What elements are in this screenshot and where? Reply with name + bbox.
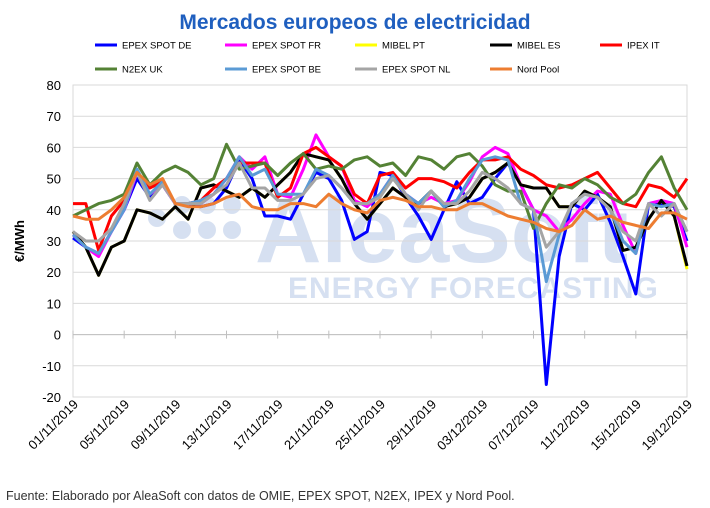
legend-item: Nord Pool: [490, 65, 559, 76]
legend-label: N2EX UK: [122, 65, 163, 76]
x-tick-label: 13/11/2019: [179, 397, 235, 453]
legend-item: EPEX SPOT NL: [355, 65, 450, 76]
y-tick-label: -20: [42, 390, 61, 405]
series-nord-pool: [72, 170, 688, 234]
watermark-tagline: ENERGY FORECASTING: [288, 272, 659, 305]
legend-label: EPEX SPOT BE: [252, 65, 321, 76]
x-tick-label: 11/12/2019: [537, 397, 593, 453]
y-tick-label: 10: [47, 296, 61, 311]
legend-item: N2EX UK: [95, 65, 163, 76]
legend-label: MIBEL PT: [382, 41, 425, 52]
legend-label: EPEX SPOT NL: [382, 65, 450, 76]
watermark-dot: [223, 221, 241, 239]
x-tick-label: 05/11/2019: [76, 397, 132, 453]
x-tick-label: 07/12/2019: [485, 397, 542, 454]
y-tick-label: 50: [47, 172, 61, 187]
legend-label: IPEX IT: [627, 41, 660, 52]
y-tick-label: 30: [47, 234, 61, 249]
x-tick-label: 29/11/2019: [383, 397, 439, 453]
chart-title: Mercados europeos de electricidad: [179, 11, 530, 34]
y-tick-label: 20: [47, 265, 61, 280]
x-tick-label: 15/12/2019: [587, 397, 644, 454]
legend-label: EPEX SPOT DE: [122, 41, 192, 52]
y-tick-label: 60: [47, 140, 61, 155]
legend-label: EPEX SPOT FR: [252, 41, 321, 52]
legend-item: IPEX IT: [600, 41, 660, 52]
legend-label: MIBEL ES: [517, 41, 560, 52]
legend-item: MIBEL PT: [355, 41, 425, 52]
legend-item: MIBEL ES: [490, 41, 560, 52]
x-tick-label: 03/12/2019: [434, 397, 491, 454]
y-tick-label: 80: [47, 78, 61, 93]
y-tick-label: 0: [54, 328, 61, 343]
y-axis-label: €/MWh: [12, 220, 27, 262]
x-tick-label: 25/11/2019: [332, 397, 388, 453]
x-tick-label: 21/11/2019: [281, 397, 337, 453]
y-tick-label: 70: [47, 109, 61, 124]
watermark-brand: AleaSoft: [255, 180, 628, 282]
legend-label: Nord Pool: [517, 65, 559, 76]
watermark-dot: [173, 221, 191, 239]
legend-item: EPEX SPOT BE: [225, 65, 321, 76]
x-tick-label: 09/11/2019: [128, 397, 184, 453]
y-tick-label: 40: [47, 203, 61, 218]
legend-item: EPEX SPOT DE: [95, 41, 192, 52]
x-tick-label: 17/11/2019: [230, 397, 286, 453]
watermark-dot: [198, 221, 216, 239]
legend-item: EPEX SPOT FR: [225, 41, 321, 52]
x-tick-label: 19/12/2019: [638, 397, 695, 454]
source-footer: Fuente: Elaborado por AleaSoft con datos…: [6, 489, 515, 503]
y-tick-label: -10: [42, 359, 61, 374]
series-n2ex-uk: [72, 142, 689, 230]
